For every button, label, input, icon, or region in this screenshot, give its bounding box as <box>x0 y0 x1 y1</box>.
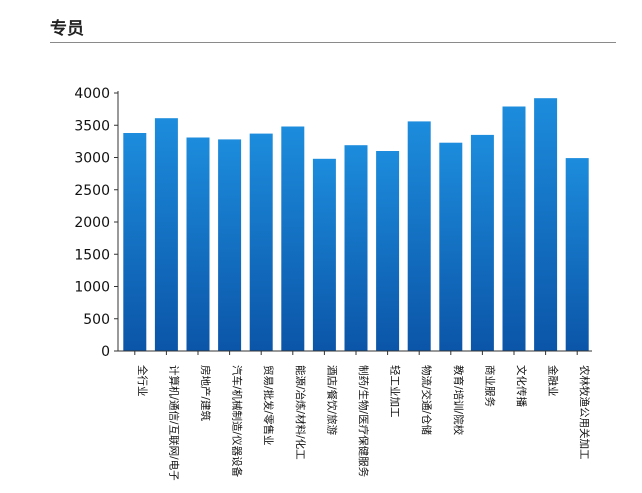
bar <box>281 126 305 351</box>
x-category-label: 酒店/餐饮/旅游 <box>325 365 338 436</box>
bar <box>186 137 210 351</box>
y-axis: 0 500 1000 1500 2000 2500 3000 3500 4000 <box>74 86 119 360</box>
bar <box>502 106 526 351</box>
y-tick-label: 2500 <box>74 183 110 199</box>
bars <box>123 98 589 352</box>
page-title: 专员 <box>50 19 84 39</box>
bar <box>123 133 147 351</box>
x-category-label: 制药/生物/医疗保健服务 <box>357 365 370 478</box>
bar <box>218 139 242 351</box>
x-category-label: 教育/培训/院校 <box>452 365 465 436</box>
x-category-label: 房地产/建筑 <box>199 365 212 422</box>
y-tick-label: 3000 <box>74 151 110 167</box>
x-axis: 全行业 计算机/通信/互联网/电子 房地产/建筑 汽车/机械制造/仪器设备 贸易/批发/… <box>118 350 592 481</box>
y-tick-label: 0 <box>101 344 110 360</box>
bar <box>439 142 463 351</box>
bar <box>154 118 178 351</box>
x-category-label: 文化传播 <box>515 365 528 407</box>
x-category-label: 轻工业加工 <box>389 365 402 418</box>
x-category-label: 物流/交通/仓储 <box>420 365 433 436</box>
y-tick-label: 4000 <box>74 86 110 102</box>
x-category-label: 商业服务 <box>483 365 496 407</box>
bar <box>344 145 368 351</box>
bar <box>312 158 336 351</box>
y-tick-label: 1000 <box>74 280 110 296</box>
x-category-label: 全行业 <box>136 365 149 397</box>
bar <box>534 98 558 351</box>
x-category-label: 能源/冶炼/材料/化工 <box>294 365 307 460</box>
y-tick-label: 1500 <box>74 247 110 263</box>
x-category-label: 计算机/通信/互联网/电子 <box>167 365 180 481</box>
y-tick-label: 500 <box>83 312 110 328</box>
y-tick-label: 2000 <box>74 215 110 231</box>
x-category-label: 农林牧渔公用关加工 <box>578 365 591 460</box>
bar <box>249 133 273 351</box>
title-divider <box>50 42 616 43</box>
x-category-label: 贸易/批发/零售业 <box>262 365 275 446</box>
x-category-label: 汽车/机械制造/仪器设备 <box>231 365 244 478</box>
y-tick-label: 3500 <box>74 118 110 134</box>
bar <box>376 151 400 351</box>
bar <box>565 158 589 351</box>
bar <box>407 121 431 352</box>
x-category-label: 金融业 <box>547 365 560 397</box>
bar <box>470 134 494 351</box>
